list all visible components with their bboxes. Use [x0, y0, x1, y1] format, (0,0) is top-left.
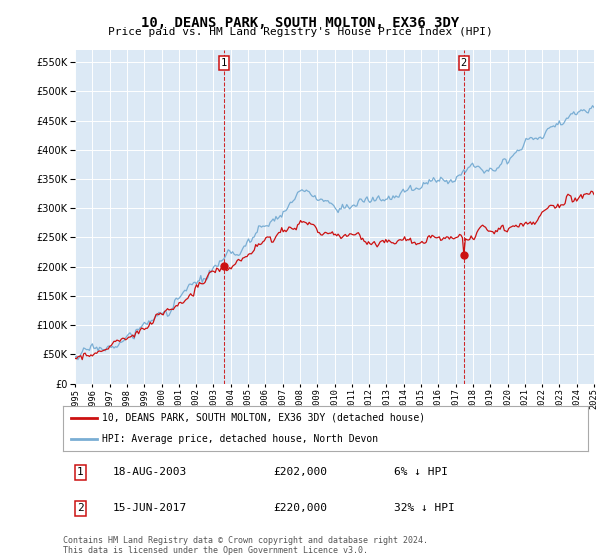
Text: 2: 2: [77, 503, 84, 514]
Text: 2: 2: [460, 58, 467, 68]
Text: 1: 1: [221, 58, 227, 68]
Text: HPI: Average price, detached house, North Devon: HPI: Average price, detached house, Nort…: [103, 434, 379, 444]
Text: £202,000: £202,000: [273, 467, 327, 477]
Text: 18-AUG-2003: 18-AUG-2003: [113, 467, 187, 477]
Text: 6% ↓ HPI: 6% ↓ HPI: [394, 467, 448, 477]
Text: Price paid vs. HM Land Registry's House Price Index (HPI): Price paid vs. HM Land Registry's House …: [107, 27, 493, 37]
Text: Contains HM Land Registry data © Crown copyright and database right 2024.
This d: Contains HM Land Registry data © Crown c…: [63, 536, 428, 556]
Text: 10, DEANS PARK, SOUTH MOLTON, EX36 3DY: 10, DEANS PARK, SOUTH MOLTON, EX36 3DY: [141, 16, 459, 30]
Text: £220,000: £220,000: [273, 503, 327, 514]
Text: 32% ↓ HPI: 32% ↓ HPI: [394, 503, 455, 514]
Text: 1: 1: [77, 467, 84, 477]
Text: 10, DEANS PARK, SOUTH MOLTON, EX36 3DY (detached house): 10, DEANS PARK, SOUTH MOLTON, EX36 3DY (…: [103, 413, 425, 423]
Text: 15-JUN-2017: 15-JUN-2017: [113, 503, 187, 514]
